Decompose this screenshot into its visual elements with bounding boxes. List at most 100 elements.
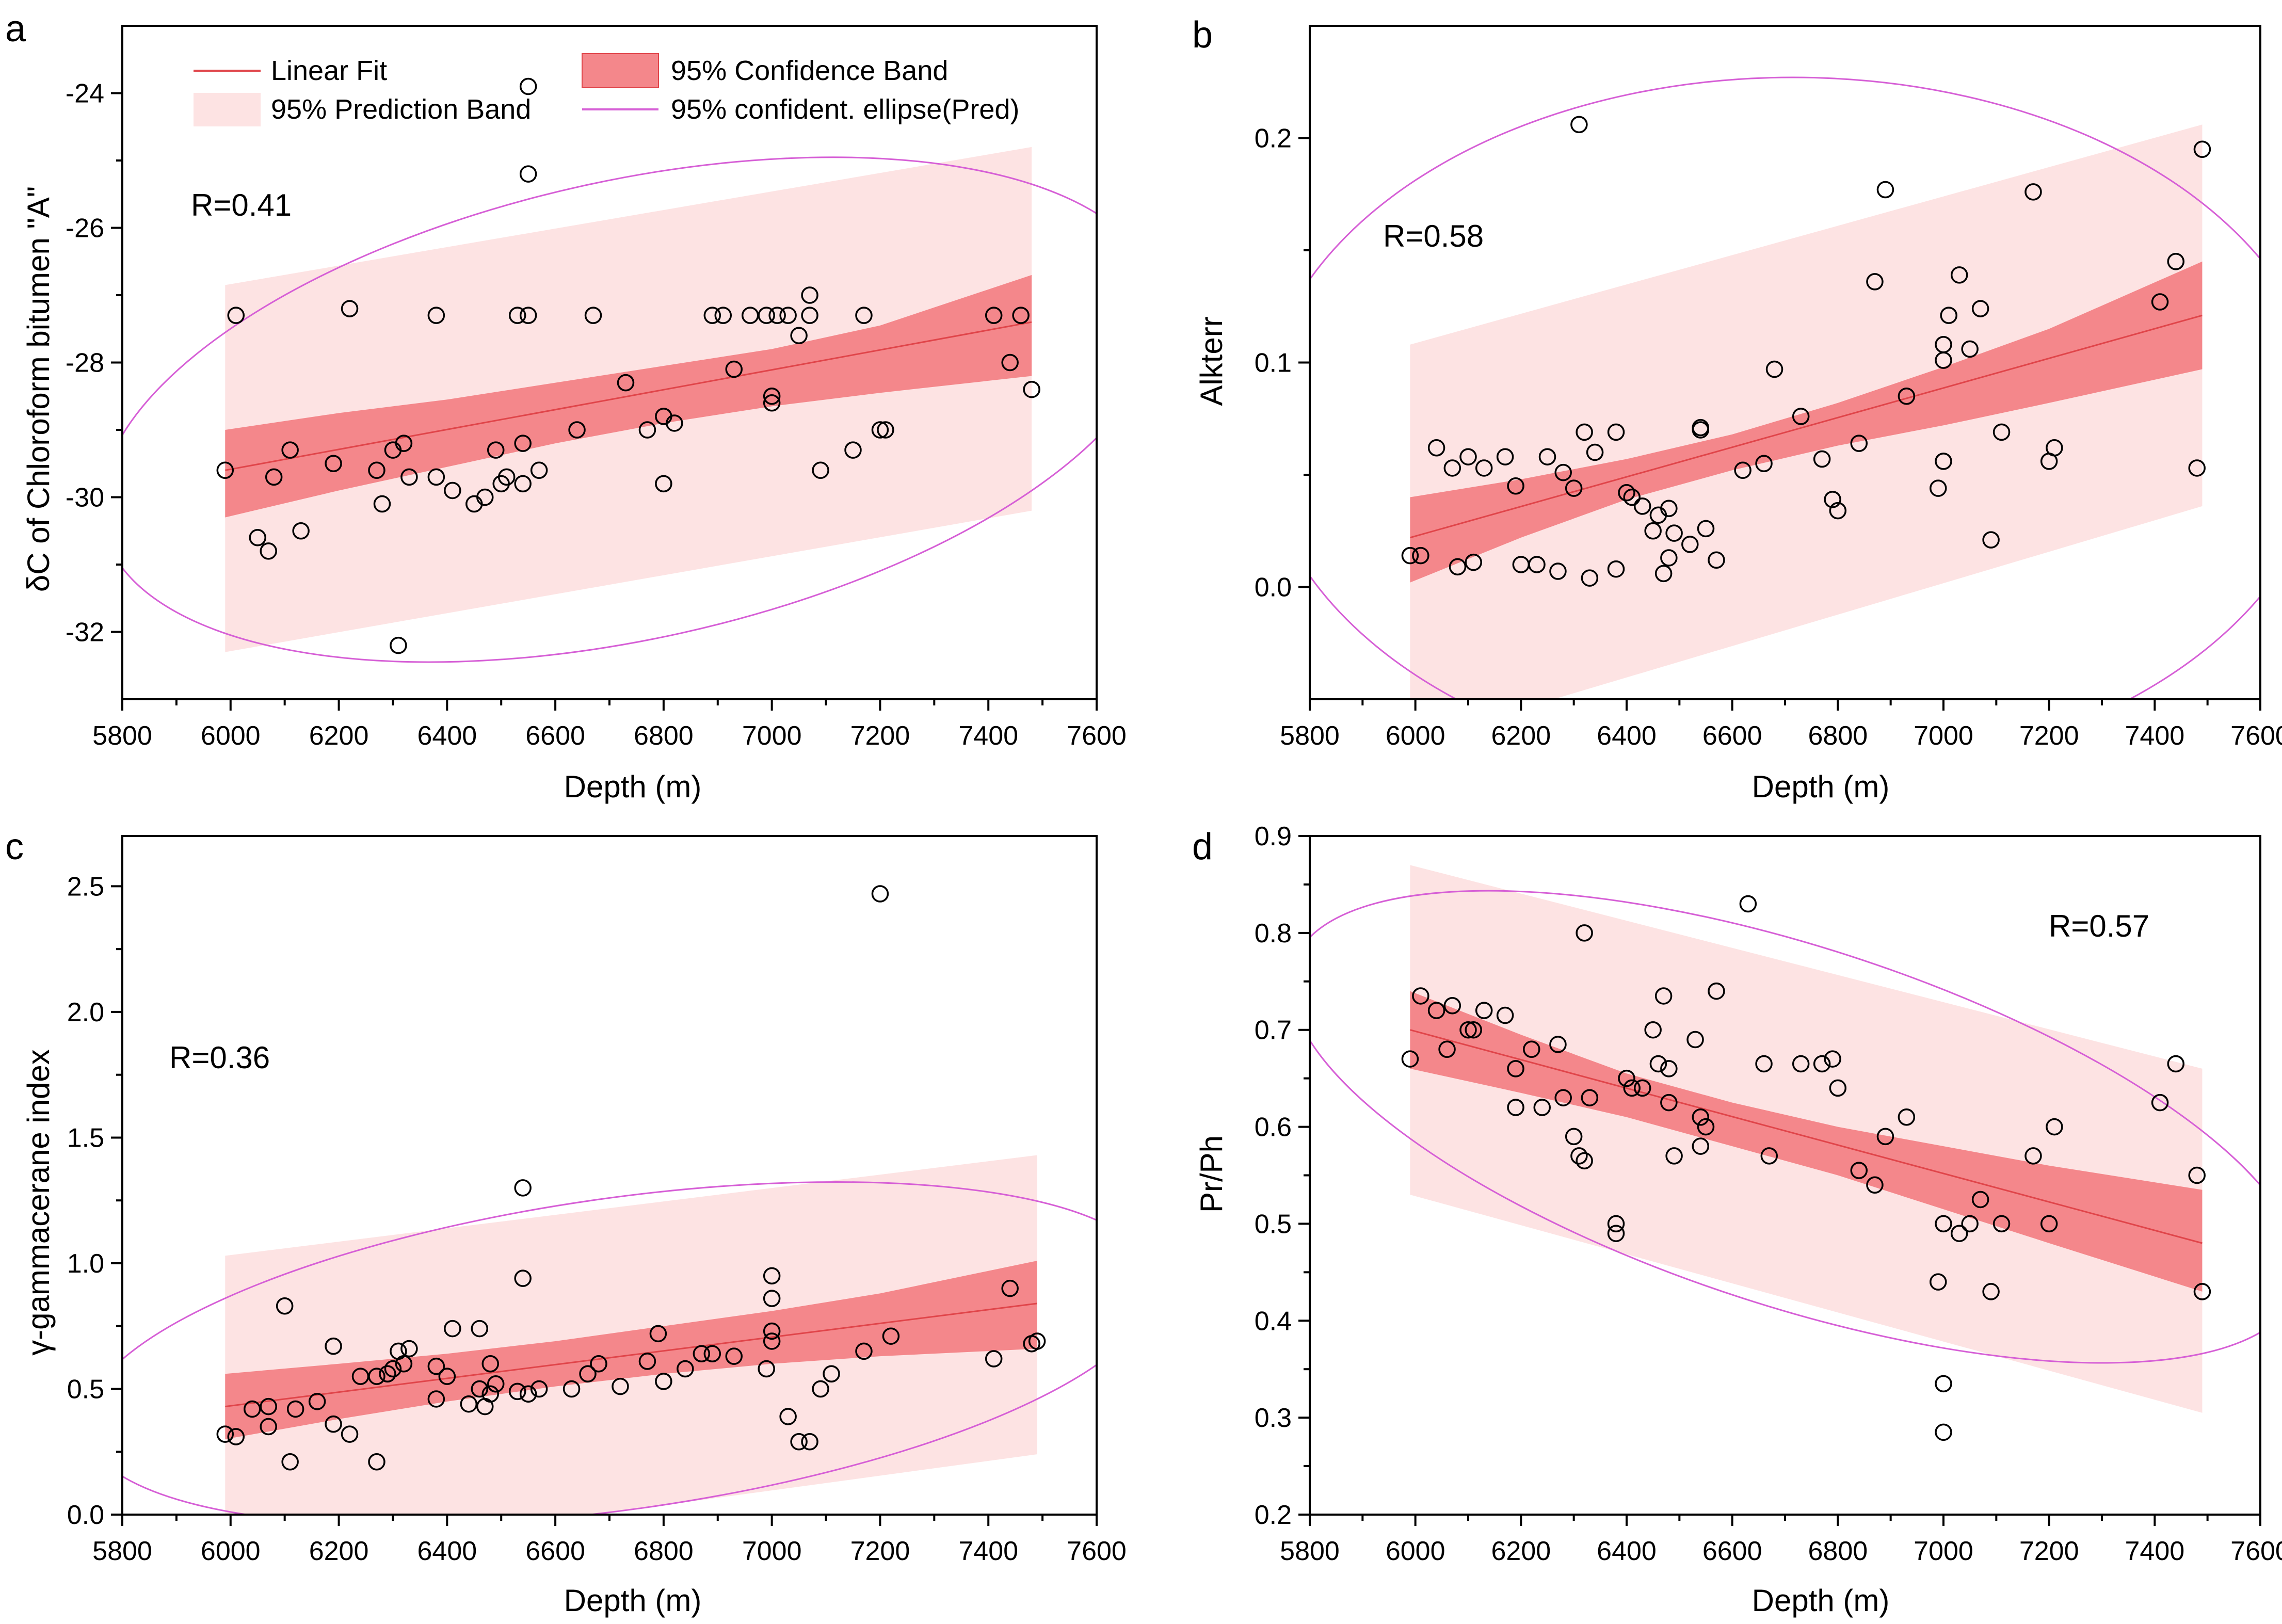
y-tick-label: 0.1 [1255, 348, 1292, 378]
data-point [260, 542, 277, 560]
data-point [590, 1355, 607, 1373]
data-point [1692, 1137, 1710, 1155]
data-point [2151, 293, 2169, 311]
data-point [276, 1297, 294, 1315]
data-point [395, 1355, 413, 1373]
data-point [638, 1353, 656, 1370]
data-point [1654, 987, 1673, 1005]
data-point [1930, 479, 1947, 497]
data-point [1734, 461, 1751, 479]
confidence-ellipse [122, 1181, 1097, 1515]
data-point [693, 1345, 711, 1363]
data-point [487, 441, 505, 459]
data-point [325, 455, 342, 472]
data-point [1866, 273, 1884, 291]
data-point [801, 1433, 818, 1451]
data-point [1576, 423, 1593, 441]
y-axis-label-d: Pr/Ph [1194, 1135, 1229, 1213]
data-point [1850, 435, 1868, 452]
y-tick-label: 2.5 [67, 872, 104, 902]
panel-a: a 5800 6000 6200 6400 6600 6800 7000 7200 7400 76… [5, 8, 1127, 804]
data-point [390, 636, 407, 654]
y-tick-label: 2.0 [67, 998, 104, 1027]
y-tick-label: 1.5 [67, 1123, 104, 1153]
data-point [2046, 1118, 2063, 1136]
data-point [1633, 497, 1651, 515]
data-point [1401, 1050, 1419, 1068]
data-point [1649, 1055, 1667, 1073]
data-point [1001, 353, 1019, 372]
data-point [1876, 1128, 1894, 1146]
data-point [2024, 183, 2042, 201]
data-point [395, 435, 413, 452]
data-point [1496, 448, 1514, 465]
data-point [1665, 524, 1683, 542]
data-point [1681, 536, 1699, 553]
data-point [1708, 982, 1725, 1000]
data-point [325, 1337, 342, 1355]
data-point [763, 1322, 781, 1340]
data-point [1697, 520, 1715, 538]
data-point [617, 374, 635, 392]
y-tick-label: 0.9 [1255, 822, 1292, 851]
data-point [871, 885, 889, 903]
data-point [855, 1342, 873, 1360]
data-point [2193, 1283, 2211, 1300]
data-point [481, 1385, 499, 1403]
panel-letter-c: c [5, 826, 24, 867]
confidence-ellipse [122, 156, 1097, 663]
data-point [1992, 1215, 2011, 1233]
data-point [487, 1375, 505, 1393]
data-point [308, 1393, 326, 1410]
data-point [584, 307, 602, 324]
y-tick-label: -30 [66, 483, 104, 513]
y-axis-label-b: Alkterr [1194, 316, 1229, 406]
data-point [1586, 443, 1604, 461]
x-tick-label: 7000 [742, 721, 802, 751]
data-point [325, 1415, 342, 1433]
data-point [1829, 1079, 1847, 1097]
x-tick-label: 6600 [1702, 721, 1762, 751]
data-point [649, 1325, 667, 1343]
y-tick-label: 0.7 [1255, 1016, 1292, 1046]
data-point [2040, 1215, 2058, 1233]
data-point [1813, 450, 1831, 468]
data-point [530, 1380, 548, 1398]
x-tick-label: 6800 [1808, 721, 1868, 751]
data-point [1992, 423, 2011, 441]
data-point [1538, 448, 1556, 465]
data-point [1570, 116, 1588, 134]
data-point [1401, 546, 1419, 565]
data-point [281, 441, 299, 459]
data-point [1475, 459, 1493, 477]
r-value-d: R=0.57 [2049, 909, 2149, 943]
data-point [1465, 553, 1482, 571]
data-point [1850, 1162, 1868, 1179]
data-point [519, 77, 537, 95]
data-point [1824, 1050, 1841, 1068]
data-point [519, 1385, 537, 1403]
data-point [1935, 1215, 1952, 1233]
data-point [281, 1453, 299, 1471]
x-tick-label: 7600 [1067, 1536, 1127, 1566]
data-point [1475, 1002, 1493, 1019]
x-tick-label: 7400 [2125, 1536, 2184, 1566]
data-point [1528, 556, 1546, 573]
data-point [471, 1320, 489, 1338]
x-tick-label: 6800 [634, 1536, 694, 1566]
legend-prediction-band-label: 95% Prediction Band [271, 94, 531, 125]
data-point [1739, 895, 1757, 913]
data-point [1708, 551, 1725, 569]
data-point [427, 307, 445, 324]
plot-area-b: 5800 6000 6200 6400 6600 6800 7000 7200 7400 760 0… [1255, 25, 2282, 751]
data-point [1660, 549, 1678, 567]
data-point [1644, 522, 1662, 540]
x-tick-label: 7200 [2019, 721, 2079, 751]
plot-content-d [1310, 865, 2260, 1441]
data-point [514, 475, 532, 493]
linear-fit-line [1410, 314, 2203, 539]
data-point [763, 388, 781, 405]
data-point [216, 1425, 234, 1443]
y-tick-label: 0.8 [1255, 919, 1292, 948]
data-point [1549, 562, 1567, 580]
